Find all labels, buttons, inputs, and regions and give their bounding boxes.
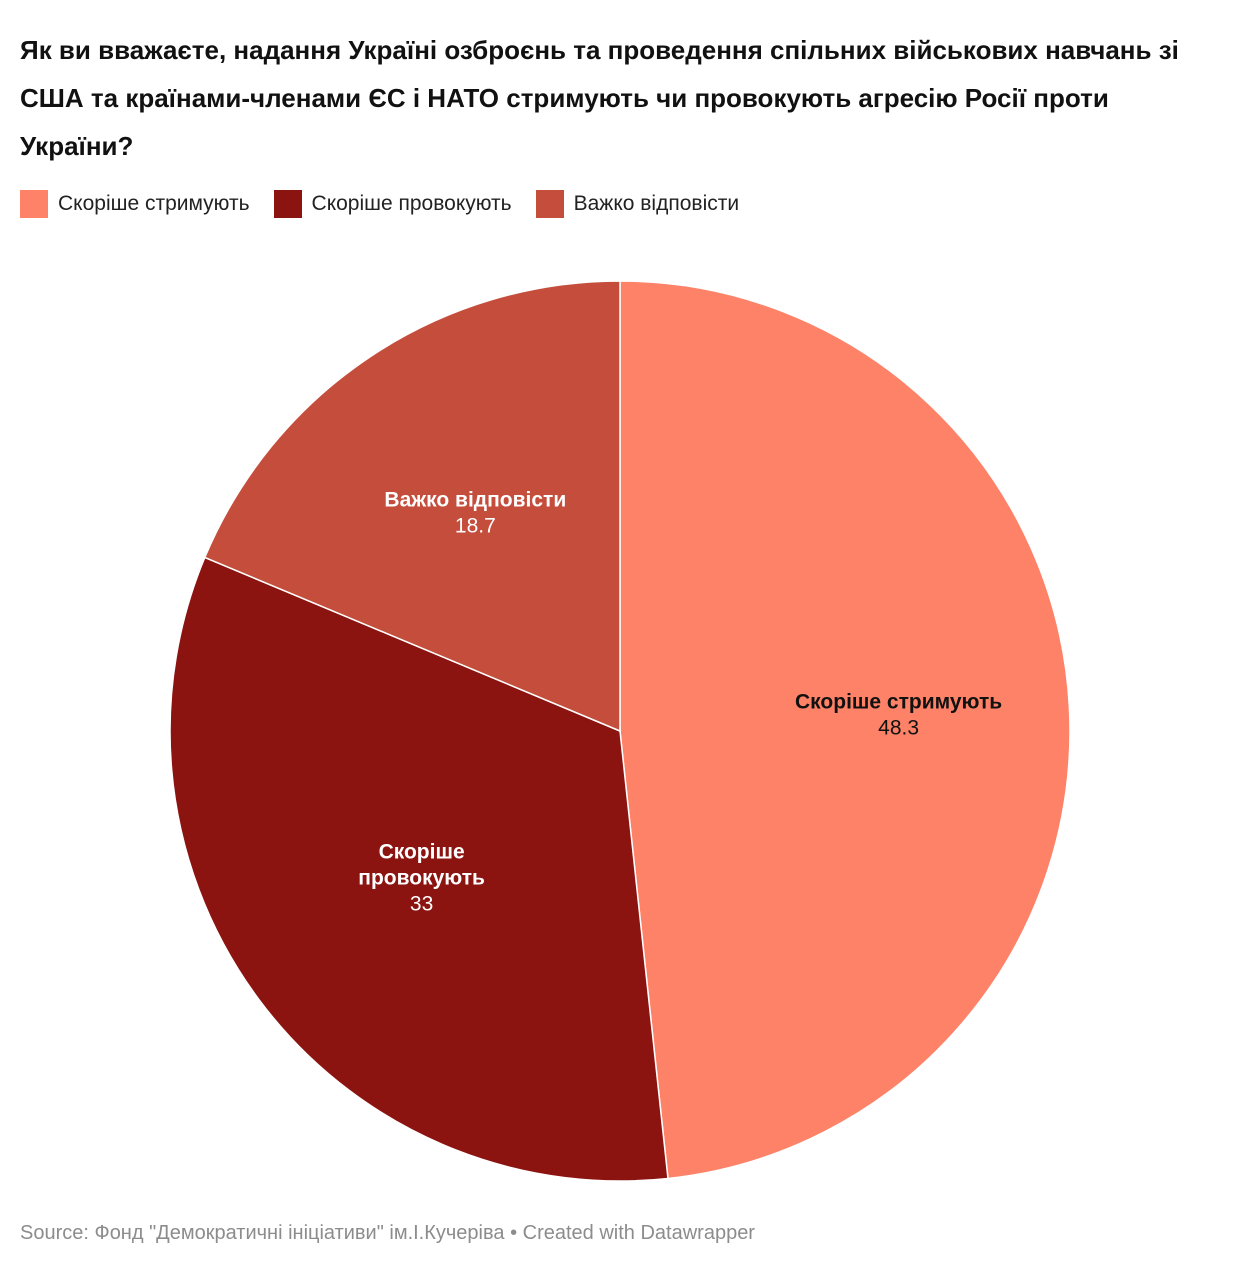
slice-label-value: 18.7 bbox=[455, 514, 496, 537]
legend-item: Важко відповісти bbox=[535, 190, 740, 218]
legend-swatch bbox=[273, 190, 302, 218]
legend-swatch bbox=[535, 190, 564, 218]
slice-label-category: провокують bbox=[358, 867, 485, 890]
pie-slice bbox=[203, 280, 621, 733]
legend-item: Скоріше провокують bbox=[273, 190, 512, 218]
slice-label-value: 48.3 bbox=[878, 717, 919, 740]
chart-title: Як ви вважаєте, надання Україні озброєнь… bbox=[20, 35, 1179, 161]
legend-label: Скоріше стримують bbox=[58, 192, 250, 215]
slice-label: Важко відповісти 18.7 bbox=[384, 488, 566, 537]
slice-label-category: Важко відповісти bbox=[384, 488, 566, 511]
legend-item: Скоріше стримують bbox=[20, 190, 250, 218]
legend-label: Скоріше провокують bbox=[311, 192, 512, 215]
legend-swatch bbox=[20, 190, 48, 218]
pie-slice bbox=[169, 556, 669, 1182]
slice-label: Скоріше провокують 33 bbox=[358, 841, 485, 916]
source-footer: Source: Фонд "Демократичні ініціативи" і… bbox=[20, 1222, 755, 1244]
legend: Скоріше стримують Скоріше провокують Важ… bbox=[20, 190, 739, 218]
pie-slice bbox=[619, 280, 1071, 1180]
slice-label: Скоріше стримують 48.3 bbox=[795, 691, 1002, 740]
slice-label-category: Скоріше стримують bbox=[795, 691, 1002, 714]
slice-label-value: 33 bbox=[410, 893, 433, 916]
legend-label: Важко відповісти bbox=[573, 192, 740, 215]
slice-label-category: Скоріше bbox=[379, 841, 465, 864]
